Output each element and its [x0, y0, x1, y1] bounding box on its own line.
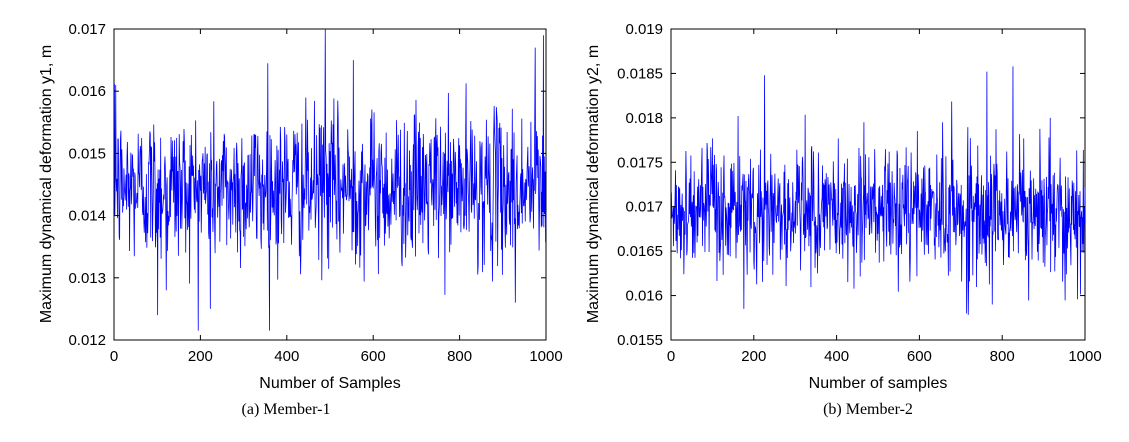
- x-tick-label: 1000: [1068, 348, 1101, 365]
- y-tick-label: 0.017: [68, 21, 106, 38]
- y-tick-label: 0.019: [625, 21, 663, 38]
- x-tick-label: 0: [667, 348, 675, 365]
- y-tick-label: 0.014: [68, 208, 106, 225]
- x-tick-label: 600: [361, 348, 386, 365]
- y-tick-label: 0.0155: [617, 332, 663, 349]
- x-tick-label: 800: [990, 348, 1015, 365]
- y-axis-label: Maximum dynamical deformation y2, m: [585, 45, 602, 323]
- x-tick-label: 800: [447, 348, 472, 365]
- x-tick-label: 600: [907, 348, 932, 365]
- chart-panel-member-1: 0 200 400 600 800 1000 0.012 0.013 0.014 0.015 0.0…: [38, 21, 563, 418]
- y-tick-label: 0.015: [68, 145, 106, 162]
- x-tick-label: 400: [824, 348, 849, 365]
- chart-panel-member-2: 0 200 400 600 800 1000 0.0155 0.016 0.0165 0.017 0…: [585, 21, 1102, 418]
- y-tick-label: 0.016: [68, 83, 106, 100]
- x-tick-label: 0: [110, 348, 118, 365]
- y-tick-label: 0.018: [625, 110, 663, 127]
- y-tick-label: 0.013: [68, 270, 106, 287]
- data-series-group: [114, 28, 547, 331]
- tick-group: 0 200 400 600 800 1000 0.012 0.013 0.014 0.015 0.0…: [68, 21, 562, 365]
- y-axis-label: Maximum dynamical deformation y1, m: [38, 45, 55, 323]
- x-tick-label: 200: [741, 348, 766, 365]
- y-tick-label: 0.0175: [617, 154, 663, 171]
- x-tick-label: 1000: [529, 348, 562, 365]
- data-series-line: [114, 28, 547, 331]
- y-tick-label: 0.017: [625, 199, 663, 216]
- panel-caption: (a) Member-1: [242, 401, 331, 418]
- y-tick-label: 0.0185: [617, 65, 663, 82]
- data-series-line: [671, 66, 1086, 315]
- x-axis-label: Number of Samples: [259, 375, 400, 392]
- y-tick-label: 0.016: [625, 288, 663, 305]
- x-tick-label: 400: [274, 348, 299, 365]
- x-tick-label: 200: [188, 348, 213, 365]
- tick-group: 0 200 400 600 800 1000 0.0155 0.016 0.0165 0.017 0…: [617, 21, 1102, 365]
- y-tick-label: 0.0165: [617, 243, 663, 260]
- x-axis-label: Number of samples: [809, 375, 948, 392]
- y-tick-label: 0.012: [68, 332, 106, 349]
- panel-caption: (b) Member-2: [823, 401, 913, 418]
- data-series-group: [671, 66, 1086, 315]
